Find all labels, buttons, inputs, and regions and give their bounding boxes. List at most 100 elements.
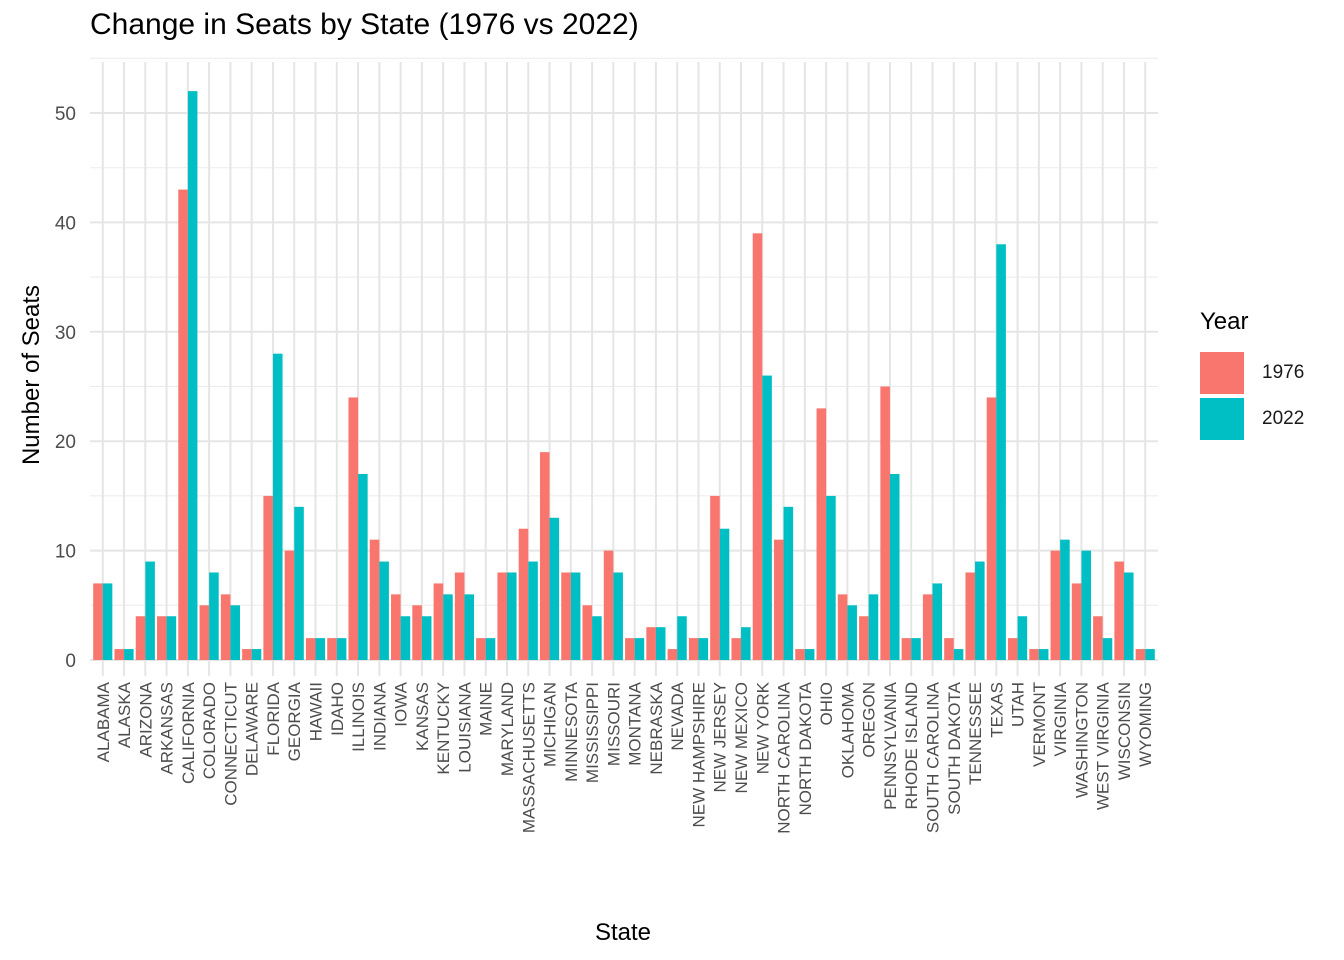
x-tick-label: PENNSYLVANIA bbox=[881, 681, 900, 810]
bar-1976-alaska bbox=[114, 649, 125, 660]
bar-2022-massachusetts bbox=[528, 561, 538, 660]
bar-1976-washington bbox=[1071, 583, 1082, 660]
bar-2022-colorado bbox=[209, 572, 219, 660]
bar-1976-new-hampshire bbox=[688, 638, 699, 660]
bar-2022-oregon bbox=[868, 594, 879, 660]
bar-layer bbox=[93, 91, 1155, 661]
bar-1976-missouri bbox=[603, 550, 614, 660]
bar-1976-vermont bbox=[1029, 649, 1039, 660]
x-tick-label: HAWAII bbox=[307, 682, 326, 741]
bar-2022-north-carolina bbox=[783, 506, 794, 660]
bar-2022-montana bbox=[634, 638, 645, 660]
x-tick-label: OHIO bbox=[817, 682, 836, 725]
x-tick-label: MARYLAND bbox=[498, 682, 517, 776]
bar-2022-illinois bbox=[358, 474, 368, 660]
bar-2022-virginia bbox=[1060, 539, 1070, 660]
bar-2022-idaho bbox=[336, 638, 347, 660]
bar-1976-michigan bbox=[539, 452, 550, 660]
y-tick-label: 30 bbox=[55, 323, 76, 344]
bar-1976-kansas bbox=[412, 605, 422, 660]
bar-1976-west-virginia bbox=[1093, 616, 1103, 660]
x-tick-label: ARIZONA bbox=[136, 681, 155, 757]
bar-2022-indiana bbox=[379, 561, 389, 660]
x-tick-label: ALASKA bbox=[115, 681, 134, 748]
bar-1976-nebraska bbox=[646, 627, 656, 660]
x-tick-label: CONNECTICUT bbox=[221, 682, 240, 806]
bar-2022-connecticut bbox=[230, 605, 240, 660]
bar-1976-tennessee bbox=[965, 572, 976, 660]
legend-swatch-1976 bbox=[1200, 352, 1244, 394]
bar-1976-hawaii bbox=[305, 638, 316, 660]
bar-2022-missouri bbox=[613, 572, 623, 660]
bar-1976-rhode-island bbox=[901, 638, 912, 660]
bar-2022-south-dakota bbox=[953, 649, 964, 660]
bar-2022-nebraska bbox=[655, 627, 666, 660]
bar-1976-florida bbox=[263, 495, 273, 660]
y-axis-title: Number of Seats bbox=[18, 285, 45, 465]
bar-2022-florida bbox=[272, 353, 283, 660]
bar-1976-mississippi bbox=[582, 605, 593, 660]
bar-2022-alabama bbox=[102, 583, 113, 660]
bar-1976-wisconsin bbox=[1114, 561, 1124, 660]
y-tick-label: 20 bbox=[55, 432, 76, 453]
x-tick-label: WYOMING bbox=[1136, 682, 1155, 767]
bar-1976-texas bbox=[986, 397, 997, 660]
x-tick-label: CALIFORNIA bbox=[179, 681, 198, 784]
bar-1976-georgia bbox=[284, 550, 295, 660]
legend-label-1976: 1976 bbox=[1262, 362, 1305, 383]
bar-1976-massachusetts bbox=[518, 528, 529, 660]
y-tick-label: 50 bbox=[55, 104, 76, 125]
x-tick-label: IDAHO bbox=[328, 682, 347, 736]
bar-1976-colorado bbox=[199, 605, 210, 660]
bar-1976-nevada bbox=[667, 649, 678, 660]
x-tick-label: NEW HAMPSHIRE bbox=[689, 682, 708, 827]
bar-1976-new-jersey bbox=[710, 495, 720, 660]
x-tick-label: FLORIDA bbox=[264, 681, 283, 755]
x-tick-label: VERMONT bbox=[1030, 682, 1049, 767]
bar-1976-oklahoma bbox=[837, 594, 848, 660]
bar-1976-illinois bbox=[348, 397, 359, 660]
legend: Year 1976 2022 bbox=[1200, 308, 1304, 442]
legend-label-2022: 2022 bbox=[1262, 408, 1305, 429]
bar-1976-indiana bbox=[369, 539, 380, 660]
y-tick-label: 10 bbox=[55, 542, 76, 563]
y-tick-label: 40 bbox=[55, 213, 76, 234]
bar-1976-wyoming bbox=[1135, 649, 1146, 660]
y-tick-label: 0 bbox=[65, 651, 76, 672]
x-tick-label: VIRGINIA bbox=[1051, 681, 1070, 756]
bar-1976-montana bbox=[625, 638, 635, 660]
y-tick-labels: 0 10 20 30 40 50 bbox=[55, 104, 76, 672]
bar-1976-maryland bbox=[497, 572, 507, 660]
x-tick-label: NEW YORK bbox=[753, 681, 772, 774]
x-tick-label: INDIANA bbox=[370, 681, 389, 751]
x-tick-label: MASSACHUSETTS bbox=[519, 682, 538, 833]
bar-2022-pennsylvania bbox=[889, 474, 900, 660]
bar-2022-nevada bbox=[677, 616, 687, 660]
bar-2022-utah bbox=[1017, 616, 1028, 660]
bar-1976-delaware bbox=[242, 649, 252, 660]
x-tick-label: RHODE ISLAND bbox=[902, 682, 921, 810]
bar-2022-wisconsin bbox=[1123, 572, 1134, 660]
x-tick-label: WISCONSIN bbox=[1115, 682, 1134, 780]
bar-2022-georgia bbox=[294, 506, 304, 660]
bar-2022-maryland bbox=[506, 572, 517, 660]
chart-title: Change in Seats by State (1976 vs 2022) bbox=[90, 8, 639, 41]
bar-1976-ohio bbox=[816, 408, 827, 660]
bar-1976-south-dakota bbox=[944, 638, 954, 660]
x-tick-label: MAINE bbox=[477, 682, 496, 736]
bar-1976-maine bbox=[476, 638, 486, 660]
x-tick-label: GEORGIA bbox=[285, 681, 304, 761]
bar-2022-maine bbox=[485, 638, 496, 660]
x-tick-label: LOUISIANA bbox=[455, 681, 474, 772]
x-tick-label: NEVADA bbox=[668, 681, 687, 750]
bar-1976-new-york bbox=[752, 233, 763, 660]
bar-2022-kansas bbox=[421, 616, 432, 660]
bar-2022-kentucky bbox=[443, 594, 453, 660]
bar-2022-ohio bbox=[826, 495, 836, 660]
bar-2022-new-hampshire bbox=[698, 638, 709, 660]
x-tick-label: IOWA bbox=[392, 681, 411, 726]
x-tick-label: MISSISSIPPI bbox=[583, 682, 602, 783]
x-tick-label: ARKANSAS bbox=[158, 682, 177, 775]
legend-swatch-2022 bbox=[1200, 398, 1244, 440]
bar-1976-minnesota bbox=[561, 572, 571, 660]
